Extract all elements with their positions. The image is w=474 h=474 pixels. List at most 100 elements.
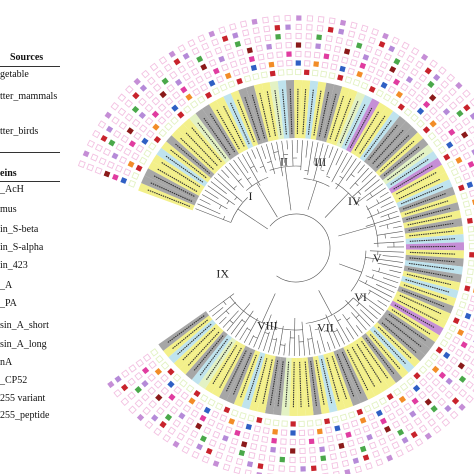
annotation-marker	[195, 75, 204, 84]
annotation-marker	[222, 463, 231, 472]
annotation-marker	[230, 409, 239, 417]
annotation-marker	[468, 324, 474, 333]
annotation-marker	[290, 430, 296, 436]
annotation-marker	[284, 14, 291, 22]
clade-arc	[246, 176, 269, 191]
annotation-marker	[248, 451, 256, 459]
subclade-arc	[273, 151, 279, 153]
annotation-marker	[264, 418, 272, 426]
leaf-label	[222, 105, 245, 147]
annotation-marker	[238, 57, 247, 66]
leaf-branch	[219, 316, 227, 325]
annotation-marker	[167, 380, 175, 389]
annotation-marker	[218, 55, 226, 63]
annotation-marker	[232, 32, 239, 39]
leaf-label	[344, 103, 366, 146]
annotation-marker	[337, 74, 344, 81]
leaf-label	[149, 182, 193, 202]
annotation-marker	[339, 450, 348, 459]
annotation-marker	[470, 358, 474, 367]
annotation-marker	[181, 424, 190, 434]
label-band	[326, 86, 350, 144]
annotation-marker	[422, 100, 431, 109]
annotation-marker	[250, 442, 258, 451]
leaf-label	[373, 330, 407, 365]
annotation-marker	[367, 65, 376, 74]
annotation-marker	[383, 404, 392, 414]
protein-item: sin_A_short	[0, 320, 49, 331]
leaf-label	[244, 96, 260, 141]
sources-legend-rule	[0, 66, 60, 67]
annotation-marker	[290, 448, 296, 454]
annotation-marker	[339, 19, 347, 26]
annotation-marker	[259, 444, 267, 452]
annotation-marker	[159, 420, 167, 429]
leaf-label	[349, 107, 373, 149]
annotation-marker	[160, 361, 170, 370]
annotation-marker	[412, 384, 421, 393]
annotation-marker	[234, 40, 242, 48]
clade-label: VIII	[257, 319, 278, 333]
source-item: tter_birds	[0, 126, 39, 137]
annotation-marker	[180, 391, 189, 401]
annotation-marker	[390, 400, 400, 409]
leaf-label	[225, 350, 247, 393]
leaf-branch	[195, 208, 231, 223]
annotation-marker	[177, 111, 185, 119]
annotation-marker	[246, 47, 253, 54]
annotation-marker	[151, 96, 161, 106]
leaf-label	[302, 88, 307, 135]
annotation-marker	[131, 105, 140, 114]
annotation-marker	[255, 44, 263, 52]
annotation-marker	[185, 417, 195, 426]
clade-label: VI	[354, 290, 367, 304]
clade-stem	[324, 192, 349, 218]
leaf-branch	[390, 236, 404, 239]
leaf-branch	[373, 241, 404, 244]
leaf-branch	[309, 324, 316, 355]
annotation-marker	[338, 28, 345, 35]
annotation-marker	[424, 359, 434, 368]
annotation-marker	[246, 461, 254, 468]
annotation-marker	[131, 152, 140, 161]
annotation-marker	[252, 27, 260, 35]
annotation-marker	[438, 371, 447, 380]
annotation-marker	[418, 378, 428, 387]
annotation-marker	[167, 426, 177, 436]
annotation-marker	[362, 54, 370, 61]
annotation-marker	[164, 413, 173, 422]
leaf-label	[239, 354, 257, 399]
annotation-marker	[190, 409, 200, 418]
subclade-arc	[250, 165, 255, 169]
subclade-arc	[386, 224, 389, 230]
annotation-marker	[195, 401, 204, 411]
annotation-marker	[443, 351, 451, 359]
annotation-marker	[347, 67, 355, 76]
annotation-marker	[191, 47, 200, 56]
annotation-marker	[435, 346, 443, 354]
leaf-branch	[305, 140, 309, 158]
annotation-marker	[440, 80, 450, 89]
annotation-marker	[378, 40, 386, 48]
annotation-marker	[148, 142, 157, 151]
annotation-marker	[244, 469, 252, 474]
subclade-arc	[356, 302, 360, 307]
label-band	[245, 85, 269, 143]
annotation-marker	[244, 37, 252, 46]
leaf-label	[209, 112, 236, 153]
leaf-branch	[365, 257, 404, 263]
annotation-marker	[446, 73, 456, 83]
annotation-marker	[465, 394, 474, 404]
annotation-marker	[117, 107, 127, 117]
leaf-branch	[376, 284, 395, 293]
annotation-marker	[383, 52, 392, 61]
annotation-marker	[306, 420, 314, 427]
annotation-marker	[268, 61, 275, 68]
annotation-marker	[145, 90, 154, 99]
annotation-marker	[156, 406, 165, 416]
annotation-marker	[168, 393, 176, 401]
annotation-marker	[176, 432, 185, 441]
annotation-marker	[286, 51, 292, 57]
annotation-marker	[431, 365, 440, 374]
annotation-marker	[451, 397, 460, 405]
